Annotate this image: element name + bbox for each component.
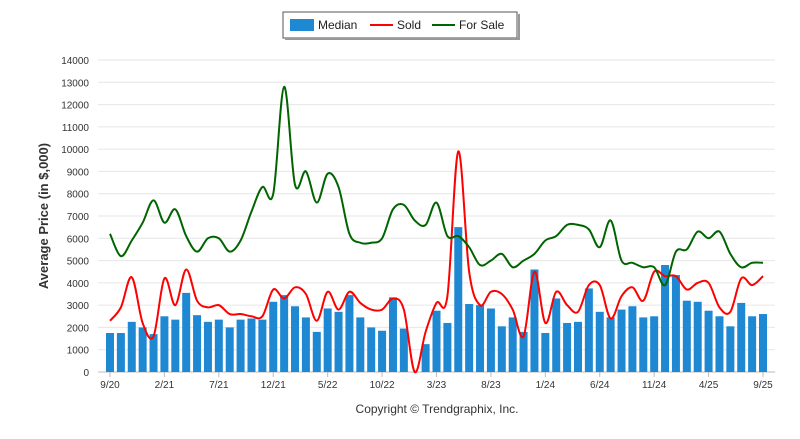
legend-forsale-label: For Sale [459,18,505,32]
x-tick-label: 11/24 [642,380,667,391]
bar-median [432,310,441,372]
bar-median [116,333,125,372]
bar-median [541,333,550,372]
legend: Median Sold For Sale [282,11,520,40]
copyright: Copyright © Trendgraphix, Inc. [356,402,519,416]
bar-median [650,316,659,372]
bar-median [759,314,767,372]
x-tick-label: 3/23 [427,380,447,391]
x-tick-label: 1/24 [536,380,556,391]
bar-median [748,316,757,372]
x-tick-label: 8/23 [481,380,501,391]
bar-median [247,318,256,372]
bar-median [203,321,212,372]
bar-median [595,311,604,372]
bar-median [291,306,300,372]
legend-sold-label: Sold [397,18,421,32]
bar-median [486,308,495,372]
bar-median [182,292,191,372]
bar-median [508,317,517,372]
bar-median [323,308,332,372]
x-tick-label: 9/25 [753,380,773,391]
bar-median [356,317,365,372]
bar-median [476,305,485,372]
bar-median [236,319,245,372]
bar-median [345,295,354,372]
bar-median [715,316,724,372]
y-axis-label: Average Price (in $,000) [36,143,51,289]
bar-median [258,319,267,372]
y-tick-label: 14000 [61,56,89,67]
bar-median [388,297,397,372]
bar-median [280,295,289,372]
bar-median [378,330,387,372]
bar-median [334,311,343,372]
y-tick-label: 1000 [67,346,90,357]
bar-median [312,331,321,372]
bar-median [497,326,506,372]
legend-median-label: Median [318,18,357,32]
line-sold [109,150,764,374]
bar-median [149,334,158,372]
bar-median [693,301,702,372]
bar-median [214,319,223,372]
y-tick-label: 9000 [67,167,90,178]
legend-median-swatch [290,19,314,31]
y-tick-label: 5000 [67,257,90,268]
x-tick-label: 4/25 [699,380,719,391]
bar-median [617,309,626,372]
bar-median [682,300,691,372]
bar-median [465,304,474,372]
x-tick-label: 9/20 [100,380,120,391]
bar-median [530,269,539,372]
bar-median [584,288,593,372]
bar-median [301,317,310,372]
bar-median [367,327,376,372]
y-tick-label: 10000 [61,145,89,156]
bar-median [454,227,463,372]
y-tick-label: 12000 [61,101,89,112]
bar-median [726,326,735,372]
y-tick-label: 3000 [67,301,90,312]
bar-median [225,327,234,372]
bar-median [606,317,615,372]
y-tick-label: 6000 [67,234,90,245]
y-tick-label: 11000 [62,123,90,134]
bar-median [671,275,680,372]
x-tick-label: 7/21 [209,380,229,391]
bar-median [127,321,136,372]
x-tick-label: 6/24 [590,380,610,391]
x-tick-label: 12/21 [261,380,286,391]
bar-median [639,317,648,372]
y-tick-label: 4000 [67,279,90,290]
y-tick-label: 8000 [67,190,90,201]
bar-median [552,298,561,372]
bar-median [399,328,408,372]
y-tick-label: 7000 [67,212,90,223]
bar-median [160,316,169,372]
bar-median [661,265,670,372]
bar-median [443,322,452,372]
bar-median [704,310,713,372]
bar-median [563,322,572,372]
y-tick-label: 13000 [61,78,89,89]
x-tick-label: 5/22 [318,380,338,391]
x-tick-label: 2/21 [155,380,175,391]
bar-median [628,306,637,372]
bar-median [573,321,582,372]
bar-median [138,327,147,372]
x-tick-label: 10/22 [370,380,395,391]
line-for-sale [109,85,764,287]
bar-median [171,319,180,372]
bar-median [421,344,430,372]
bar-median [737,302,746,372]
bar-median [519,331,528,372]
bar-median [193,315,202,372]
y-tick-label: 0 [83,368,89,379]
bar-median [106,333,114,372]
bar-median [269,301,278,372]
y-tick-label: 2000 [67,323,90,334]
